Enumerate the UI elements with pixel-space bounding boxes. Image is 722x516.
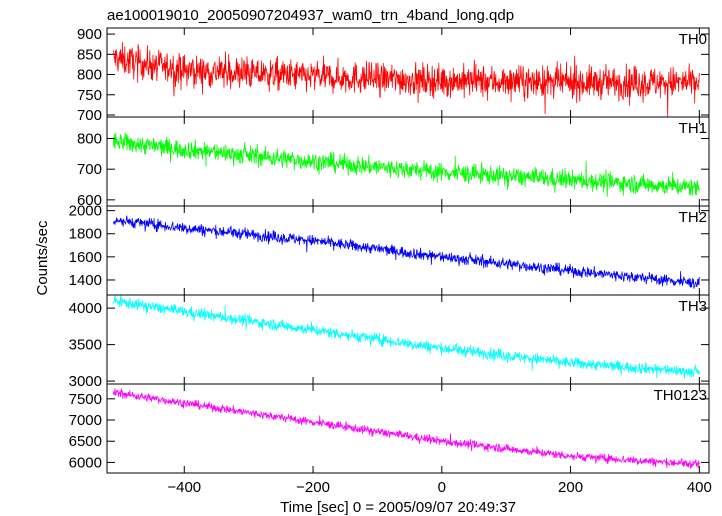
- series-line-th0123: [113, 388, 700, 469]
- x-tick-label: 200: [558, 479, 583, 496]
- y-tick-label: 800: [77, 67, 102, 84]
- y-tick-label: 4000: [69, 300, 102, 317]
- y-tick-label: 1600: [69, 249, 102, 266]
- y-tick-label: 850: [77, 46, 102, 63]
- y-tick-label: 900: [77, 26, 102, 43]
- panel-frame: [106, 116, 710, 207]
- x-axis-label: Time [sec] 0 = 2005/09/07 20:49:37: [280, 499, 516, 516]
- x-tick-label: 400: [687, 479, 712, 496]
- series-line-th3: [113, 295, 700, 379]
- x-tick-labels: −400 −200 0 200 400: [167, 479, 711, 496]
- panel-frame: [106, 383, 710, 474]
- x-tick-label: 0: [438, 479, 446, 496]
- y-tick-label: 7000: [69, 412, 102, 429]
- panel-th3: 3000 3500 4000 TH3: [69, 294, 710, 390]
- y-tick-label: 700: [77, 161, 102, 178]
- x-tick-label: −400: [167, 479, 201, 496]
- y-tick-label: 750: [77, 87, 102, 104]
- y-tick-label: 7500: [69, 391, 102, 408]
- y-tick-label: 3500: [69, 337, 102, 354]
- y-tick-label: 6000: [69, 454, 102, 471]
- panel-label-th0: TH0: [679, 31, 707, 48]
- y-tick-label: 2000: [69, 203, 102, 220]
- panel-label-th2: TH2: [679, 209, 707, 226]
- panel-label-th3: TH3: [679, 298, 707, 315]
- panel-th1: 600 700 800 TH1: [77, 116, 710, 209]
- y-tick-label: 600: [77, 192, 102, 209]
- panel-th0123: 6000 6500 7000 7500 TH0123: [69, 383, 710, 474]
- panel-label-th1: TH1: [679, 120, 707, 137]
- panel-th0: 700 750 800 850 900 TH0: [77, 26, 710, 124]
- x-tick-label: −200: [296, 479, 330, 496]
- panel-label-th0123: TH0123: [654, 387, 707, 404]
- chart-title: ae100019010_20050907204937_wam0_trn_4ban…: [107, 7, 514, 24]
- y-tick-label: 800: [77, 130, 102, 147]
- panels-group: 700 750 800 850 900 TH0 600 700 800 TH1 1400 1600 18…: [69, 26, 710, 474]
- y-tick-label: 700: [77, 107, 102, 124]
- y-tick-label: 1400: [69, 272, 102, 289]
- series-line-th2: [113, 215, 700, 289]
- series-line-th1: [113, 132, 700, 197]
- y-tick-label: 3000: [69, 373, 102, 390]
- y-axis-label: Counts/sec: [34, 220, 51, 296]
- y-tick-label: 6500: [69, 433, 102, 450]
- panel-th2: 1400 1600 1800 2000 TH2: [69, 203, 710, 296]
- series-line-th0: [113, 41, 700, 117]
- y-tick-label: 1800: [69, 226, 102, 243]
- panel-frame: [106, 205, 710, 296]
